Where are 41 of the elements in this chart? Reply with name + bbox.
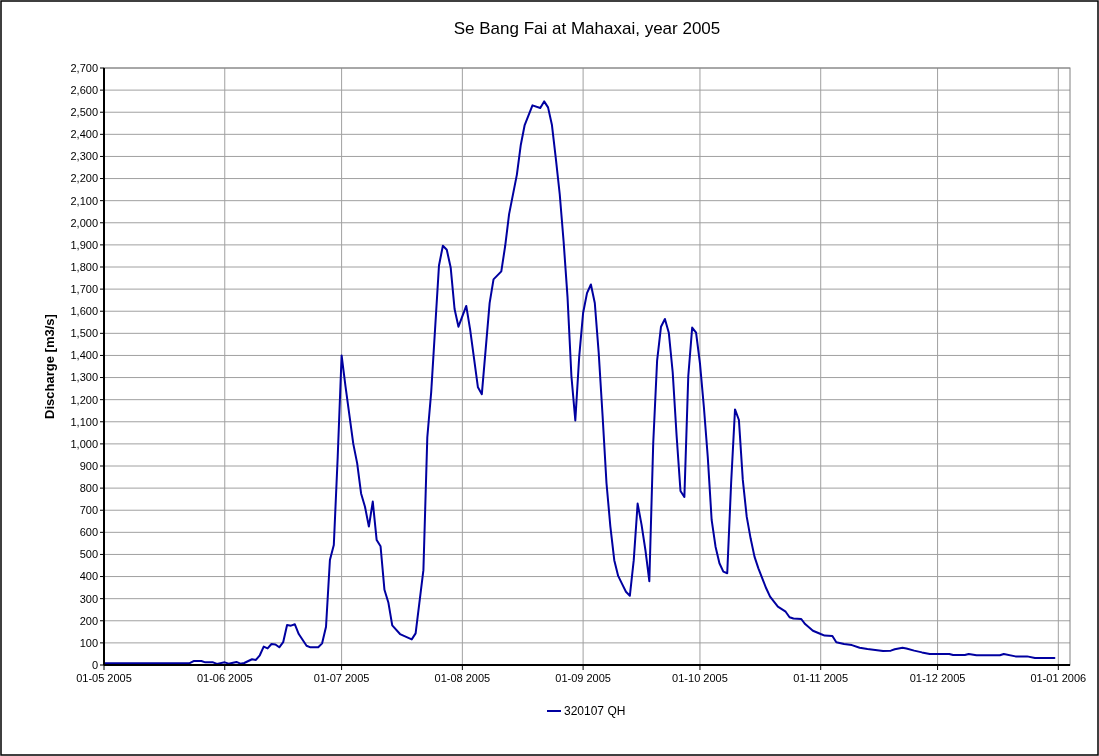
y-tick-label: 400 [79, 570, 98, 583]
legend-label: 320107 QH [564, 704, 626, 719]
y-axis-title: Discharge [m3/s] [42, 314, 57, 419]
y-tick-label: 1,000 [70, 437, 98, 450]
y-tick-label: 2,200 [70, 172, 98, 185]
y-tick-label: 1,100 [70, 415, 98, 428]
x-tick-label: 01-08 2005 [434, 672, 491, 684]
x-tick-label: 01-09 2005 [555, 672, 611, 684]
y-tick-label: 1,500 [70, 327, 98, 340]
x-tick-label: 01-05 2005 [76, 672, 132, 684]
y-tick-label: 1,300 [70, 371, 98, 384]
x-tick-label: 01-07 2005 [313, 672, 370, 684]
y-tick-label: 500 [79, 548, 98, 561]
y-tick-label: 700 [79, 504, 98, 517]
x-tick-label: 01-11 2005 [793, 672, 849, 684]
y-tick-label: 2,600 [70, 83, 98, 96]
y-tick-label: 600 [79, 526, 98, 539]
y-tick-label: 1,800 [70, 260, 98, 273]
y-tick-label: 200 [79, 614, 98, 627]
y-tick-label: 2,700 [70, 61, 98, 74]
y-tick-label: 2,300 [70, 150, 98, 163]
y-tick-label: 1,900 [70, 238, 98, 251]
y-tick-label: 2,100 [70, 194, 98, 207]
x-tick-label: 01-06 2005 [196, 672, 253, 684]
y-tick-label: 1,600 [70, 305, 98, 318]
line-series [103, 100, 1056, 665]
y-tick-label: 2,400 [70, 128, 98, 141]
y-tick-label: 2,000 [70, 216, 98, 229]
chart-title: Se Bang Fai at Mahaxai, year 2005 [453, 19, 721, 38]
y-tick-label: 0 [91, 658, 98, 671]
y-tick-label: 100 [79, 636, 98, 649]
x-tick-label: 01-10 2005 [672, 672, 728, 684]
x-tick-label: 01-12 2005 [909, 672, 966, 684]
y-tick-label: 300 [79, 592, 98, 605]
y-tick-label: 800 [79, 481, 98, 494]
y-tick-label: 1,200 [70, 393, 98, 406]
y-tick-label: 900 [79, 459, 98, 472]
x-tick-label: 01-01 2006 [1030, 672, 1087, 684]
y-tick-label: 1,400 [70, 349, 98, 362]
y-tick-label: 1,700 [70, 282, 98, 295]
y-tick-label: 2,500 [70, 106, 98, 119]
